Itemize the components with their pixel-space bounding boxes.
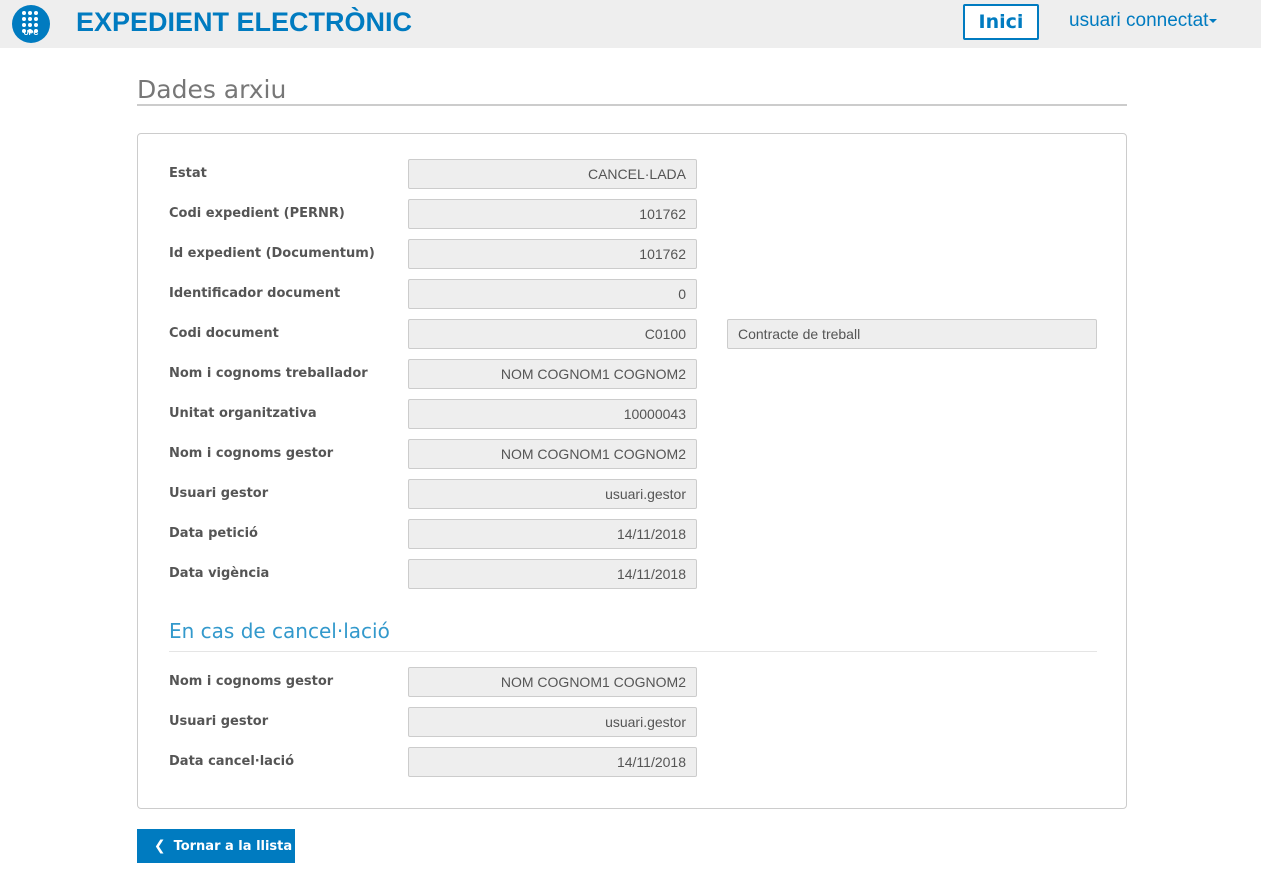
field-label: Nom i cognoms treballador: [169, 366, 368, 381]
field-label: Identificador document: [169, 286, 341, 301]
field-value[interactable]: 0: [408, 279, 697, 309]
chevron-left-icon: ❮: [153, 838, 166, 854]
back-to-list-label: Tornar a la llista: [173, 839, 293, 854]
field-label: Data petició: [169, 526, 258, 541]
field-label: Estat: [169, 166, 207, 181]
field-description[interactable]: Contracte de treball: [727, 319, 1097, 349]
field-label: Id expedient (Documentum): [169, 246, 375, 261]
field-label: Usuari gestor: [169, 714, 269, 729]
user-menu-label: usuari connectat: [1069, 10, 1209, 31]
top-bar: UPC EXPEDIENT ELECTRÒNIC Inici usuari co…: [0, 0, 1261, 48]
field-value[interactable]: usuari.gestor: [408, 707, 697, 737]
field-label: Nom i cognoms gestor: [169, 446, 334, 461]
upc-logo[interactable]: UPC: [12, 5, 50, 43]
home-button[interactable]: Inici: [963, 4, 1039, 40]
user-menu[interactable]: usuari connectat: [1069, 10, 1218, 32]
logo-text: UPC: [23, 30, 39, 37]
divider: [137, 104, 1127, 106]
file-details-panel: En cas de cancel·lació Estat CANCEL·LADA…: [137, 133, 1127, 809]
field-value[interactable]: 101762: [408, 239, 697, 269]
page-title: Dades arxiu: [137, 75, 287, 104]
field-value[interactable]: 10000043: [408, 399, 697, 429]
field-value[interactable]: 14/11/2018: [408, 747, 697, 777]
field-value[interactable]: NOM COGNOM1 COGNOM2: [408, 359, 697, 389]
field-value[interactable]: CANCEL·LADA: [408, 159, 697, 189]
field-value[interactable]: 101762: [408, 199, 697, 229]
field-label: Data vigència: [169, 566, 270, 581]
field-label: Usuari gestor: [169, 486, 269, 501]
caret-down-icon: [1209, 18, 1218, 23]
field-label: Codi document: [169, 326, 279, 341]
field-value[interactable]: 14/11/2018: [408, 559, 697, 589]
field-label: Codi expedient (PERNR): [169, 206, 345, 221]
field-value[interactable]: NOM COGNOM1 COGNOM2: [408, 439, 697, 469]
field-label: Unitat organitzativa: [169, 406, 317, 421]
cancel-section-title: En cas de cancel·lació: [169, 619, 390, 643]
field-value[interactable]: C0100: [408, 319, 697, 349]
field-value[interactable]: 14/11/2018: [408, 519, 697, 549]
field-value[interactable]: NOM COGNOM1 COGNOM2: [408, 667, 697, 697]
field-label: Nom i cognoms gestor: [169, 674, 334, 689]
back-to-list-button[interactable]: ❮ Tornar a la llista: [137, 829, 295, 863]
app-title: EXPEDIENT ELECTRÒNIC: [76, 7, 413, 37]
field-value[interactable]: usuari.gestor: [408, 479, 697, 509]
field-label: Data cancel·lació: [169, 754, 295, 769]
divider: [169, 651, 1097, 652]
